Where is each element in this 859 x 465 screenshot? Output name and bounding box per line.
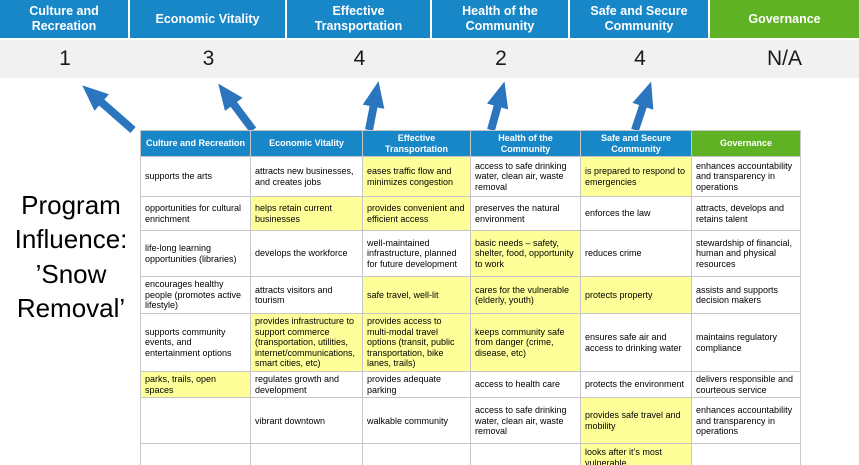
matrix-cell: life-long learning opportunities (librar… <box>140 230 251 278</box>
matrix-cell: delivers responsible and courteous servi… <box>691 371 801 399</box>
matrix-row: supports the arts attracts new businesses… <box>140 156 801 198</box>
matrix-cell <box>470 443 581 465</box>
matrix-cell: provides infrastructure to support comme… <box>250 313 363 373</box>
matrix-cell: well-maintained infrastructure, planned … <box>362 230 471 278</box>
matrix-cell: attracts new businesses, and creates job… <box>250 156 363 198</box>
matrix-cell: access to safe drinking water, clean air… <box>470 397 581 445</box>
matrix-cell <box>362 443 471 465</box>
matrix-cell: vibrant downtown <box>250 397 363 445</box>
matrix-cell: regulates growth and development <box>250 371 363 399</box>
matrix-header-health-of-the-community: Health of the Community <box>470 129 581 158</box>
score-row: 1 3 4 2 4 N/A <box>0 40 859 78</box>
up-arrow-icon <box>486 81 509 132</box>
matrix-cell: protects the environment <box>580 371 692 399</box>
score-arrows-graphic <box>82 81 654 134</box>
matrix-row: parks, trails, open spaces regulates grow… <box>140 371 801 399</box>
matrix-cell: assists and supports decision makers <box>691 276 801 315</box>
banner-health-of-the-community: Health of the Community <box>432 0 570 38</box>
matrix-body: supports the arts attracts new businesses… <box>140 156 801 465</box>
score-health-of-the-community: 2 <box>495 47 507 70</box>
matrix-cell: attracts, develops and retains talent <box>691 196 801 232</box>
matrix-cell <box>140 443 251 465</box>
matrix-header-governance: Governance <box>691 129 801 158</box>
matrix-cell: eases traffic flow and minimizes congest… <box>362 156 471 198</box>
program-title-line: Influence: <box>14 224 128 255</box>
matrix-header-culture-and-recreation: Culture and Recreation <box>140 129 251 158</box>
matrix-cell: supports the arts <box>140 156 251 198</box>
matrix-head-row: Culture and Recreation Economic Vitality E… <box>140 129 801 158</box>
matrix-cell: provides safe travel and mobility <box>580 397 692 445</box>
matrix-row: looks after it’s most vulnerable <box>140 443 801 465</box>
matrix-cell: enhances accountability and transparency… <box>691 397 801 445</box>
score-effective-transportation: 4 <box>353 47 366 70</box>
banner-row: Culture and Recreation Economic Vitality E… <box>0 0 859 38</box>
matrix-cell <box>250 443 363 465</box>
matrix-cell: develops the workforce <box>250 230 363 278</box>
program-title: Program Influence: ’Snow Removal’ <box>0 188 142 325</box>
matrix-cell: ensures safe air and access to drinking … <box>580 313 692 373</box>
score-governance: N/A <box>766 47 802 70</box>
up-arrow-icon <box>218 83 257 133</box>
matrix-cell: access to safe drinking water, clean air… <box>470 156 581 198</box>
matrix-cell: cares for the vulnerable (elderly, youth… <box>470 276 581 315</box>
matrix-cell: enhances accountability and transparency… <box>691 156 801 198</box>
matrix-cell: keeps community safe from danger (crime,… <box>470 313 581 373</box>
matrix-cell: maintains regulatory compliance <box>691 313 801 373</box>
program-title-line: Removal’ <box>16 292 126 323</box>
matrix-row: life-long learning opportunities (librar… <box>140 230 801 278</box>
matrix-cell: safe travel, well-lit <box>362 276 471 315</box>
up-arrow-icon <box>82 85 136 134</box>
matrix-cell: basic needs – safety, shelter, food, opp… <box>470 230 581 278</box>
matrix-cell: access to health care <box>470 371 581 399</box>
matrix-header-safe-and-secure-community: Safe and Secure Community <box>580 129 692 158</box>
matrix-cell: preserves the natural environment <box>470 196 581 232</box>
banner-economic-vitality: Economic Vitality <box>130 0 287 38</box>
score-safe-and-secure-community: 4 <box>634 47 646 70</box>
banner-governance: Governance <box>710 0 859 38</box>
score-culture-and-recreation: 1 <box>59 47 71 70</box>
matrix-row: supports community events, and entertain… <box>140 313 801 373</box>
matrix-cell: looks after it’s most vulnerable <box>580 443 692 465</box>
matrix-cell <box>691 443 801 465</box>
program-title-line: Program <box>21 190 121 220</box>
matrix-cell: enforces the law <box>580 196 692 232</box>
matrix-cell: helps retain current businesses <box>250 196 363 232</box>
matrix-cell: attracts visitors and tourism <box>250 276 363 315</box>
matrix-cell: opportunities for cultural enrichment <box>140 196 251 232</box>
influence-matrix: Culture and Recreation Economic Vitality E… <box>140 129 801 465</box>
banner-effective-transportation: Effective Transportation <box>287 0 432 38</box>
matrix-cell: walkable community <box>362 397 471 445</box>
matrix-cell: protects property <box>580 276 692 315</box>
program-title-line: ’Snow <box>35 258 107 289</box>
matrix-cell: is prepared to respond to emergencies <box>580 156 692 198</box>
matrix-header-effective-transportation: Effective Transportation <box>362 129 471 158</box>
matrix-header-economic-vitality: Economic Vitality <box>250 129 363 158</box>
matrix-cell: provides access to multi-modal travel op… <box>362 313 471 373</box>
up-arrow-icon <box>631 81 654 132</box>
banner-culture-and-recreation: Culture and Recreation <box>0 0 130 38</box>
matrix-cell: supports community events, and entertain… <box>140 313 251 373</box>
matrix-row: encourages healthy people (promotes acti… <box>140 276 801 315</box>
score-economic-vitality: 3 <box>202 47 215 70</box>
matrix-cell: encourages healthy people (promotes acti… <box>140 276 251 315</box>
matrix-cell: provides convenient and efficient access <box>362 196 471 232</box>
matrix-cell <box>140 397 251 445</box>
matrix-cell: provides adequate parking <box>362 371 471 399</box>
matrix-cell: reduces crime <box>580 230 692 278</box>
matrix-cell: parks, trails, open spaces <box>140 371 251 399</box>
banner-safe-and-secure-community: Safe and Secure Community <box>570 0 710 38</box>
matrix-cell: stewardship of financial, human and phys… <box>691 230 801 278</box>
up-arrow-icon <box>362 81 385 131</box>
matrix-row: opportunities for cultural enrichment hel… <box>140 196 801 232</box>
matrix-row: vibrant downtown walkable community access… <box>140 397 801 445</box>
